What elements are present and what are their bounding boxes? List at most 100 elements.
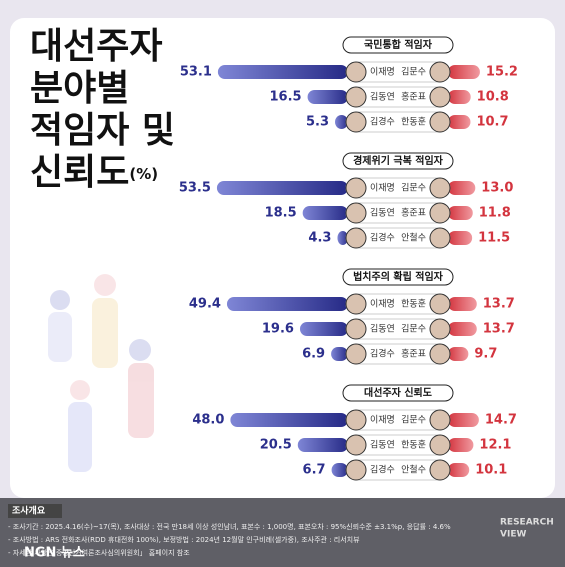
right-value: 13.0 [481,181,513,196]
right-name: 한동훈 [401,298,426,310]
right-value: 10.1 [475,463,507,478]
left-name: 이재명 [370,415,395,426]
right-value: 12.1 [479,438,511,453]
title-line: 대선주자 [30,26,162,67]
right-face [429,318,451,340]
left-face [345,293,367,315]
right-face [429,227,451,249]
section-header-bg [342,268,454,286]
right-name: 한동훈 [401,116,426,128]
left-face [345,459,367,481]
left-value: 49.4 [189,297,221,312]
right-value: 13.7 [483,297,515,312]
left-bar [217,65,348,79]
left-value: 18.5 [265,206,297,221]
left-name: 김동연 [370,439,395,451]
right-name: 한동훈 [401,439,426,451]
left-face [345,343,367,365]
left-name: 김동연 [370,91,395,103]
left-value: 5.3 [306,115,329,130]
right-bar [448,347,469,361]
right-bar [448,322,477,336]
right-value: 11.5 [478,231,510,246]
left-bar [302,206,348,220]
left-bar [337,231,348,245]
title-line: 적임자 및 [30,110,175,151]
left-bar [307,90,348,104]
right-value: 15.2 [486,65,518,80]
left-bar [299,322,348,336]
right-face [429,434,451,456]
right-bar [448,297,477,311]
left-value: 6.7 [303,463,326,478]
right-face [429,111,451,133]
right-bar [448,206,473,220]
brand: VIEW [500,530,526,540]
left-name: 김동연 [370,323,395,335]
right-name: 김문수 [401,323,426,335]
right-name: 홍준표 [401,207,426,219]
left-name: 이재명 [370,299,395,310]
section-title: 국민통합 적임자 [364,38,433,51]
logo: NGN 뉴스 [24,546,85,561]
right-value: 14.7 [485,413,517,428]
illustration [48,274,154,472]
right-value: 10.7 [476,115,508,130]
right-face [429,202,451,224]
left-face [345,202,367,224]
left-face [345,409,367,431]
section-header-bg [342,36,454,54]
left-name: 김동연 [370,207,395,219]
right-name: 김문수 [401,66,426,78]
right-name: 안철수 [401,465,426,476]
right-name: 안철수 [401,233,426,244]
left-face [345,434,367,456]
footer-bg [0,498,565,567]
section-title: 대선주자 신뢰도 [364,386,432,399]
left-name: 이재명 [370,67,395,78]
right-bar [448,181,476,195]
footer-line: - 자세한 사항은 중앙선거여론조사심의위원회」 홈페이지 참조 [8,548,190,557]
left-bar [331,347,348,361]
left-name: 이재명 [370,183,395,194]
right-bar [448,115,471,129]
right-face [429,459,451,481]
left-name: 김경수 [370,116,395,128]
left-face [345,86,367,108]
right-face [429,177,451,199]
right-bar [448,65,480,79]
left-value: 53.5 [179,181,211,196]
title-line: 분야별 [30,68,129,109]
title-unit: (%) [129,165,158,183]
left-value: 20.5 [260,438,292,453]
left-name: 김경수 [370,464,395,476]
left-bar [297,438,348,452]
right-name: 김문수 [401,414,426,426]
right-bar [448,231,473,245]
left-bar [226,297,348,311]
right-name: 김문수 [401,182,426,194]
left-value: 19.6 [262,322,294,337]
footer-line: - 조사방법 : ARS 전화조사(RDD 휴대전화 100%), 보정방법 :… [8,535,360,544]
section-header-bg [342,384,454,402]
left-value: 6.9 [302,347,325,362]
footer-heading: 조사개요 [12,505,46,517]
left-face [345,227,367,249]
left-name: 김경수 [370,232,395,244]
right-face [429,86,451,108]
left-value: 53.1 [180,65,212,80]
left-value: 16.5 [269,90,301,105]
right-value: 9.7 [474,347,497,362]
right-name: 홍준표 [401,91,426,103]
right-bar [448,90,471,104]
left-bar [230,413,348,427]
right-value: 11.8 [479,206,511,221]
section-title: 경제위기 극복 적임자 [353,154,444,167]
footer-heading-bg [8,504,62,518]
section-title: 법치주의 확립 적임자 [353,270,444,283]
footer-line: - 조사기간 : 2025.4.16(수)~17(목), 조사대상 : 전국 만… [8,522,451,531]
left-face [345,61,367,83]
left-value: 4.3 [308,231,331,246]
